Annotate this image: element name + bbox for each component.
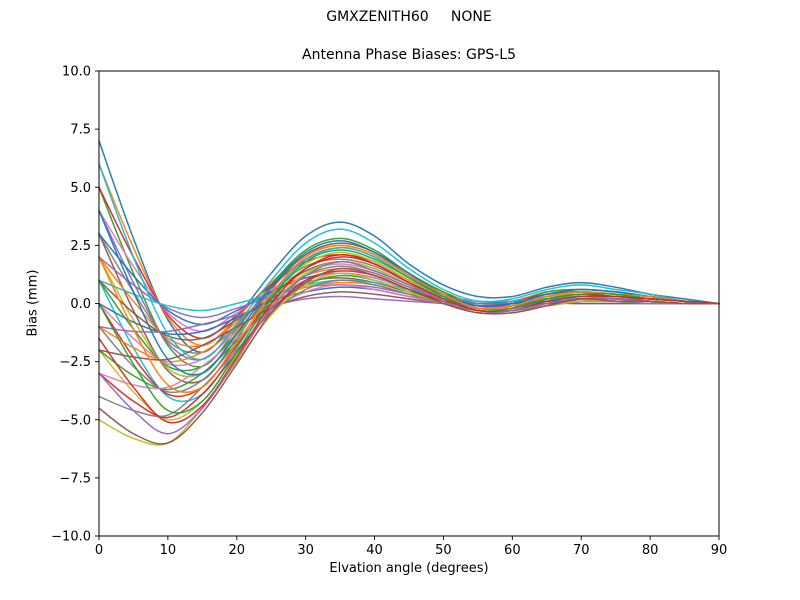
x-tick-label: 50 xyxy=(435,543,452,558)
x-tick-label: 20 xyxy=(229,543,246,558)
series-line xyxy=(98,249,720,414)
x-tick-label: 80 xyxy=(642,543,659,558)
x-tick-label: 70 xyxy=(573,543,590,558)
y-tick-label: −7.5 xyxy=(59,471,91,486)
x-tick-label: 10 xyxy=(160,543,177,558)
y-tick-label: −2.5 xyxy=(59,355,91,370)
series-line xyxy=(98,163,720,347)
series-line xyxy=(98,209,720,333)
y-tick-label: 2.5 xyxy=(70,239,91,254)
x-tick-label: 40 xyxy=(366,543,383,558)
series-line xyxy=(98,253,720,424)
y-tick-label: −10.0 xyxy=(51,530,91,545)
series-line xyxy=(98,163,720,361)
series-line xyxy=(98,260,720,435)
axes-title: Antenna Phase Biases: GPS-L5 xyxy=(302,47,516,63)
y-tick-label: −5.0 xyxy=(59,413,91,428)
y-tick-label: 10.0 xyxy=(62,65,91,80)
series-line xyxy=(98,209,720,376)
series-line xyxy=(98,291,720,361)
series-line xyxy=(98,267,720,445)
x-tick-label: 30 xyxy=(297,543,314,558)
y-tick-label: 5.0 xyxy=(70,181,91,196)
y-tick-label: 0.0 xyxy=(70,297,91,312)
x-tick-label: 0 xyxy=(95,543,103,558)
y-tick-label: 7.5 xyxy=(70,123,91,138)
series-line xyxy=(98,246,720,403)
series-line xyxy=(98,140,720,354)
x-tick-label: 90 xyxy=(711,543,728,558)
x-tick-label: 60 xyxy=(504,543,521,558)
x-axis-label: Elvation angle (degrees) xyxy=(329,561,489,576)
series-line xyxy=(98,233,720,384)
figure-suptitle: GMXZENITH60 NONE xyxy=(326,9,492,25)
